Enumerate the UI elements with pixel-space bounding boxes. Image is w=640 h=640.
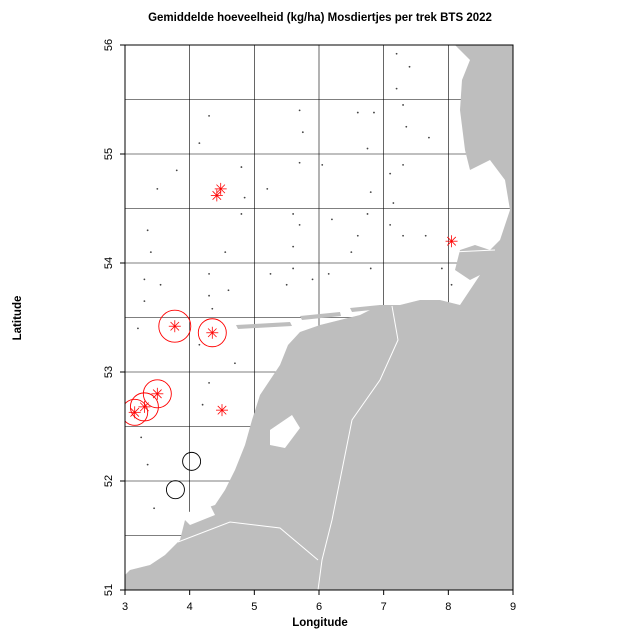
x-tick-label: 5 <box>251 601 257 613</box>
x-tick-label: 3 <box>122 601 128 613</box>
catch-star <box>445 235 458 248</box>
catch-star <box>151 387 164 400</box>
haul-point <box>356 234 359 237</box>
haul-point <box>392 202 395 204</box>
y-tick-label: 56 <box>103 39 115 51</box>
haul-point <box>402 104 404 106</box>
haul-point <box>298 223 301 226</box>
haul-point <box>285 283 288 286</box>
haul-point <box>311 278 314 281</box>
haul-point <box>240 213 243 215</box>
haul-point <box>266 187 269 190</box>
haul-point <box>146 463 149 466</box>
haul-point <box>321 164 324 166</box>
haul-point <box>395 87 398 90</box>
catch-circle <box>182 451 202 471</box>
y-tick-label: 51 <box>103 584 115 596</box>
haul-point <box>198 343 201 346</box>
catch-circle <box>165 480 185 500</box>
haul-point <box>224 251 227 254</box>
catch-star <box>128 406 141 419</box>
haul-point <box>327 273 330 275</box>
haul-point <box>298 109 301 112</box>
x-axis-label: Longitude <box>292 617 348 629</box>
haul-point <box>428 136 430 139</box>
haul-point <box>292 213 295 215</box>
catch-star <box>138 400 151 413</box>
haul-point <box>143 300 146 303</box>
haul-point <box>146 229 149 232</box>
haul-point <box>227 289 230 292</box>
haul-point <box>175 169 178 172</box>
haul-point <box>292 245 295 248</box>
haul-point <box>292 267 295 270</box>
catch-circle <box>197 318 227 348</box>
haul-point <box>140 436 143 439</box>
haul-point <box>402 164 404 166</box>
land <box>125 45 513 590</box>
haul-point <box>350 251 353 254</box>
haul-point <box>198 142 201 145</box>
haul-point <box>389 223 392 226</box>
catch-star <box>216 404 228 417</box>
haul-point <box>395 52 398 55</box>
haul-point <box>208 273 210 275</box>
y-axis-label: Latitude <box>12 296 24 341</box>
haul-point <box>156 187 159 190</box>
haul-point <box>301 131 304 134</box>
catch-star <box>210 189 223 202</box>
catch-circle <box>142 379 172 409</box>
catch-circle <box>158 309 192 343</box>
x-tick-label: 8 <box>445 601 451 613</box>
x-tick-label: 9 <box>510 601 516 613</box>
chart-title: Gemiddelde hoeveelheid (kg/ha) Mosdiertj… <box>148 12 492 24</box>
haul-point <box>234 362 236 365</box>
haul-point <box>366 147 369 150</box>
haul-point <box>369 267 372 270</box>
haul-point <box>298 161 301 164</box>
haul-point <box>366 213 369 215</box>
haul-point <box>408 65 411 68</box>
haul-point <box>149 251 152 254</box>
haul-point <box>243 196 246 199</box>
catch-star <box>168 320 181 333</box>
haul-point <box>208 294 210 297</box>
haul-point <box>153 507 156 510</box>
haul-point <box>331 218 333 221</box>
haul-point <box>201 403 204 406</box>
y-tick-label: 53 <box>103 366 115 378</box>
haul-point <box>356 111 359 114</box>
x-tick-label: 7 <box>381 601 387 613</box>
haul-point <box>269 273 272 275</box>
x-tick-label: 6 <box>316 601 322 613</box>
haul-point <box>389 172 392 175</box>
haul-point <box>369 191 372 194</box>
haul-point <box>450 283 453 286</box>
haul-point <box>373 111 375 114</box>
haul-point <box>440 267 443 270</box>
x-tick-label: 4 <box>187 601 193 613</box>
haul-point <box>208 114 210 117</box>
haul-point <box>424 234 427 237</box>
haul-point <box>402 234 404 237</box>
haul-point <box>208 382 210 384</box>
haul-point <box>211 307 214 310</box>
y-tick-label: 54 <box>103 257 115 269</box>
catch-star <box>206 326 219 339</box>
y-tick-label: 55 <box>103 148 115 160</box>
catch-circle <box>125 398 149 426</box>
haul-point <box>159 283 162 286</box>
haul-point <box>405 125 408 128</box>
haul-point <box>143 278 146 281</box>
haul-point <box>240 166 243 168</box>
haul-point <box>137 327 139 330</box>
y-tick-label: 52 <box>103 475 115 487</box>
catch-star <box>214 182 227 195</box>
